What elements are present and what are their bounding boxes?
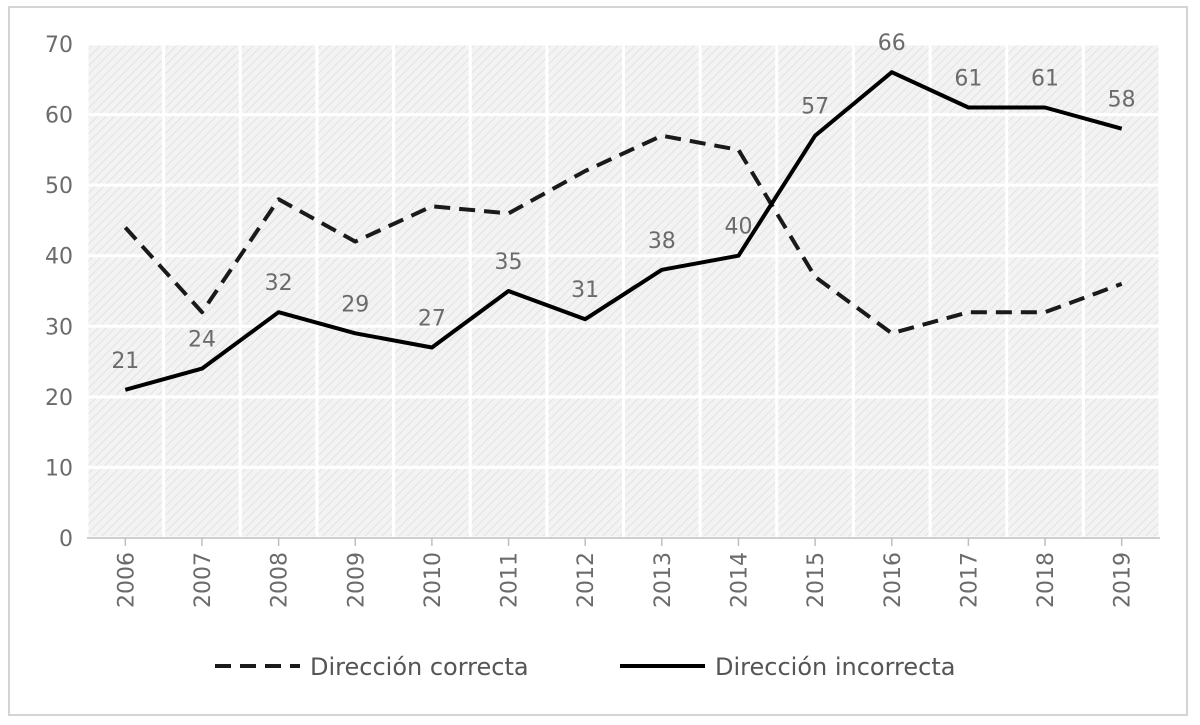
- x-tick-label-2012: 2012: [574, 552, 599, 608]
- data-label-2012: 31: [571, 278, 599, 303]
- data-label-2016: 66: [878, 31, 906, 56]
- data-label-2006: 21: [111, 349, 139, 374]
- x-tick-label-2014: 2014: [727, 552, 752, 608]
- legend-label-direccion-incorrecta: Dirección incorrecta: [715, 653, 955, 681]
- x-tick-label-2011: 2011: [498, 552, 523, 608]
- x-tick-label-2017: 2017: [957, 552, 982, 608]
- data-label-2007: 24: [188, 328, 216, 353]
- series-line-direccion-incorrecta: [124, 70, 1123, 392]
- y-tick-label-40: 40: [45, 245, 73, 270]
- legend-label-direccion-correcta: Dirección correcta: [310, 653, 529, 681]
- data-label-2018: 61: [1031, 67, 1059, 92]
- x-tick-label-2007: 2007: [191, 552, 216, 608]
- data-label-2011: 35: [495, 250, 523, 275]
- y-tick-label-20: 20: [45, 386, 73, 411]
- data-label-2017: 61: [954, 67, 982, 92]
- y-tick-label-30: 30: [45, 315, 73, 340]
- series-line-direccion-correcta: [123, 133, 1123, 336]
- x-tick-label-2016: 2016: [881, 552, 906, 608]
- x-tick-label-2013: 2013: [651, 552, 676, 608]
- x-tick-label-2009: 2009: [344, 552, 369, 608]
- x-tick-label-2019: 2019: [1111, 552, 1136, 608]
- x-tick-label-2010: 2010: [421, 552, 446, 608]
- y-tick-label-70: 70: [45, 33, 73, 58]
- x-tick-label-2006: 2006: [114, 552, 139, 608]
- data-label-2014: 40: [724, 215, 752, 240]
- y-tick-label-50: 50: [45, 174, 73, 199]
- data-label-2015: 57: [801, 95, 829, 120]
- x-tick-label-2008: 2008: [268, 552, 293, 608]
- data-label-2009: 29: [341, 292, 369, 317]
- y-tick-label-60: 60: [45, 104, 73, 129]
- y-tick-label-10: 10: [45, 456, 73, 481]
- x-tick-label-2015: 2015: [804, 552, 829, 608]
- chart-frame: 21 24 32 29 27 35 31 38 40 57 66 61 61 58 0 10 20 30 40 50…: [8, 6, 1188, 716]
- data-label-2010: 27: [418, 306, 446, 331]
- data-label-2019: 58: [1108, 88, 1136, 113]
- line-chart: 21 24 32 29 27 35 31 38 40 57 66 61 61 58 0 10 20 30 40 50…: [45, 31, 1162, 681]
- data-label-2008: 32: [265, 271, 293, 296]
- y-tick-label-0: 0: [59, 527, 73, 552]
- x-tick-label-2018: 2018: [1034, 552, 1059, 608]
- data-label-2013: 38: [648, 229, 676, 254]
